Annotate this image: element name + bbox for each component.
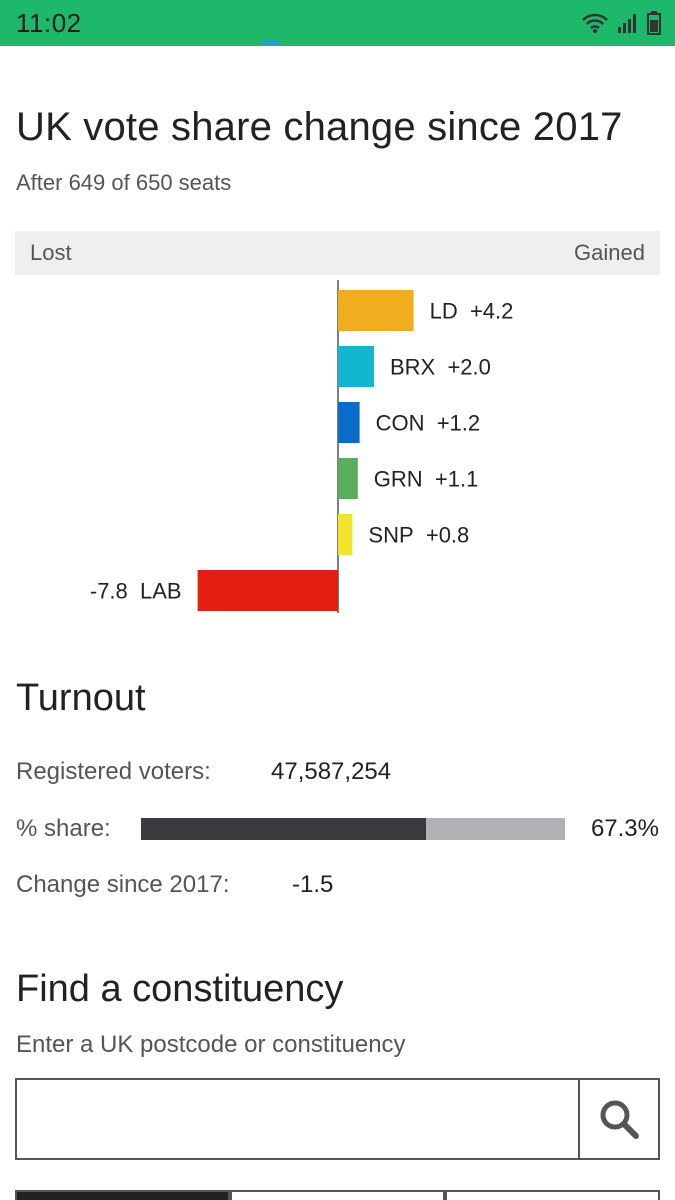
bar-label-grn: GRN +1.1 [374,467,479,492]
bar-ld [338,290,414,331]
search-icon [600,1100,639,1139]
bottom-tab-2[interactable] [230,1190,445,1200]
bar-brx [338,346,374,387]
page-subtitle: After 649 of 650 seats [16,170,232,195]
bar-label-snp: SNP +0.8 [368,523,469,548]
vote-share-chart: LD +4.2 BRX +2.0 CON +1.2 GRN +1.1 SNP +0.8 -… [15,280,660,620]
registered-voters-label: Registered voters: [16,758,211,785]
status-icons [581,10,661,36]
battery-icon [647,11,661,35]
vote-share-chart-svg: LD +4.2 BRX +2.0 CON +1.2 GRN +1.1 SNP +0.8 -… [90,280,514,613]
share-label: % share: [16,815,111,842]
bottom-tab-1[interactable] [15,1190,230,1200]
bottom-tab-3[interactable] [445,1190,660,1200]
bar-label-ld: LD +4.2 [430,299,514,324]
change-value: -1.5 [292,871,334,898]
find-constituency-title: Find a constituency [16,968,344,1010]
search-button[interactable] [578,1080,658,1158]
gained-label: Gained [574,240,645,265]
bar-label-con: CON +1.2 [376,411,481,436]
tab-indicator [262,40,280,46]
search-box [15,1078,660,1160]
turnout-share-fill [141,818,427,840]
bar-lab [197,570,338,611]
registered-voters-value: 47,587,254 [271,758,392,785]
bottom-tabs [15,1190,660,1200]
page-title: UK vote share change since 2017 [16,105,623,149]
axis-header: Lost Gained [15,231,660,275]
turnout-title: Turnout [16,677,146,719]
status-bar: 11:02 [0,0,675,46]
bar-label-brx: BRX +2.0 [390,355,491,380]
signal-icon [618,14,636,33]
bar-con [338,402,360,443]
find-constituency-hint: Enter a UK postcode or constituency [16,1031,406,1058]
lost-label: Lost [30,240,72,265]
status-time: 11:02 [16,8,82,38]
postcode-search-input[interactable] [17,1080,580,1158]
bar-snp [338,514,353,555]
change-label: Change since 2017: [16,871,230,898]
wifi-icon [582,13,608,33]
turnout-share-bar [141,818,565,840]
share-value: 67.3% [590,815,659,842]
bar-label-lab: -7.8 LAB [90,579,182,604]
bar-grn [338,458,358,499]
